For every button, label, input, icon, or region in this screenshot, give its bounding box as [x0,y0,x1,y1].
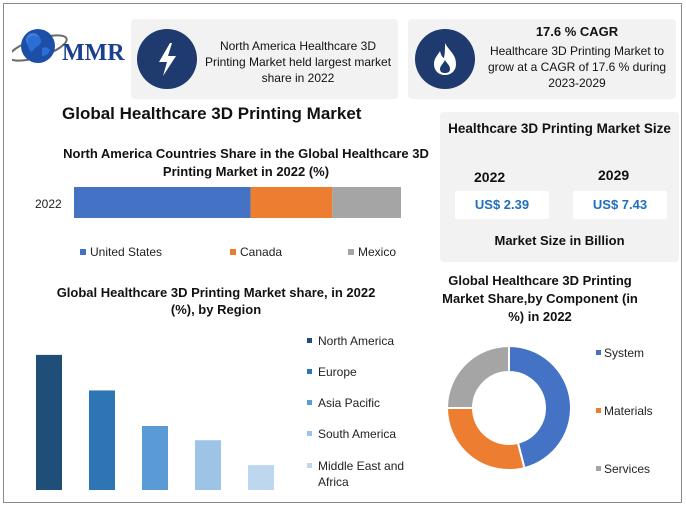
legend-swatch-north-america [307,338,312,343]
info-box-cagr: 17.6 % CAGR Healthcare 3D Printing Marke… [408,19,676,99]
region-bar-asia-pacific [142,426,168,490]
country-bar-united-states [74,187,251,218]
mmr-logo: MMR [12,18,137,78]
country-share-chart-title: North America Countries Share in the Glo… [63,146,429,179]
region-bar-south-america [195,440,221,490]
region-share-chart: North America Europe Asia Pacific South Ame… [36,334,404,490]
country-share-category-label: 2022 [35,197,62,211]
cagr-text: Healthcare 3D Printing Market to grow at… [487,44,667,90]
market-size-year-2: 2029 [598,167,630,183]
legend-label-middle-east-and-africa: Middle East and Africa [318,459,404,489]
legend-label-south-america: South America [318,427,396,441]
donut-slice-system [508,344,572,470]
legend-swatch-mexico [348,249,354,255]
legend-swatch-south-america [307,431,312,436]
legend-swatch-services [596,466,601,471]
country-bar-canada [250,187,333,218]
info-box-region-lead: North America Healthcare 3D Printing Mar… [131,19,398,99]
legend-label-materials: Materials [604,404,653,418]
cagr-title: 17.6 % CAGR [535,24,619,39]
legend-label-united-states: United States [90,245,162,259]
page-title: Global Healthcare 3D Printing Market [62,104,362,123]
logo-text: MMR [62,40,125,66]
region-bar-europe [89,390,115,490]
legend-swatch-united-states [80,249,86,255]
component-share-chart: System Materials Services [445,344,653,476]
donut-slice-services [445,344,510,409]
region-chart-title: Global Healthcare 3D Printing Market sha… [56,285,376,317]
country-share-chart: 2022 United States Canada Mexico [35,187,401,259]
legend-swatch-canada [230,249,236,255]
market-size-panel: Healthcare 3D Printing Market Size 2022 … [440,112,679,262]
market-size-value-2: US$ 7.43 [573,191,667,219]
legend-label-europe: Europe [318,365,357,379]
legend-label-services: Services [604,462,650,476]
market-size-title: Healthcare 3D Printing Market Size [448,121,671,136]
legend-swatch-europe [307,369,312,374]
region-bar-north-america [36,354,62,490]
component-chart-title: Global Healthcare 3D Printing Market Sha… [442,273,638,324]
market-size-year-1: 2022 [474,169,506,185]
legend-label-mexico: Mexico [358,245,396,259]
region-lead-text: North America Healthcare 3D Printing Mar… [204,39,392,85]
legend-swatch-asia-pacific [307,400,312,405]
market-size-value-1: US$ 2.39 [455,191,549,219]
legend-swatch-system [596,350,601,355]
legend-swatch-materials [596,408,601,413]
legend-label-system: System [604,346,644,360]
legend-swatch-middle-east-and-africa [307,463,312,468]
region-bar-middle-east-and-africa [248,465,274,490]
globe-icon [12,29,68,63]
legend-label-canada: Canada [240,245,282,259]
donut-slice-materials [445,407,526,471]
market-size-footer: Market Size in Billion [494,233,625,248]
flame-icon [415,29,475,89]
country-bar-mexico [332,187,401,218]
legend-label-asia-pacific: Asia Pacific [318,396,380,410]
legend-label-north-america: North America [318,334,394,348]
lightning-icon [137,29,197,89]
